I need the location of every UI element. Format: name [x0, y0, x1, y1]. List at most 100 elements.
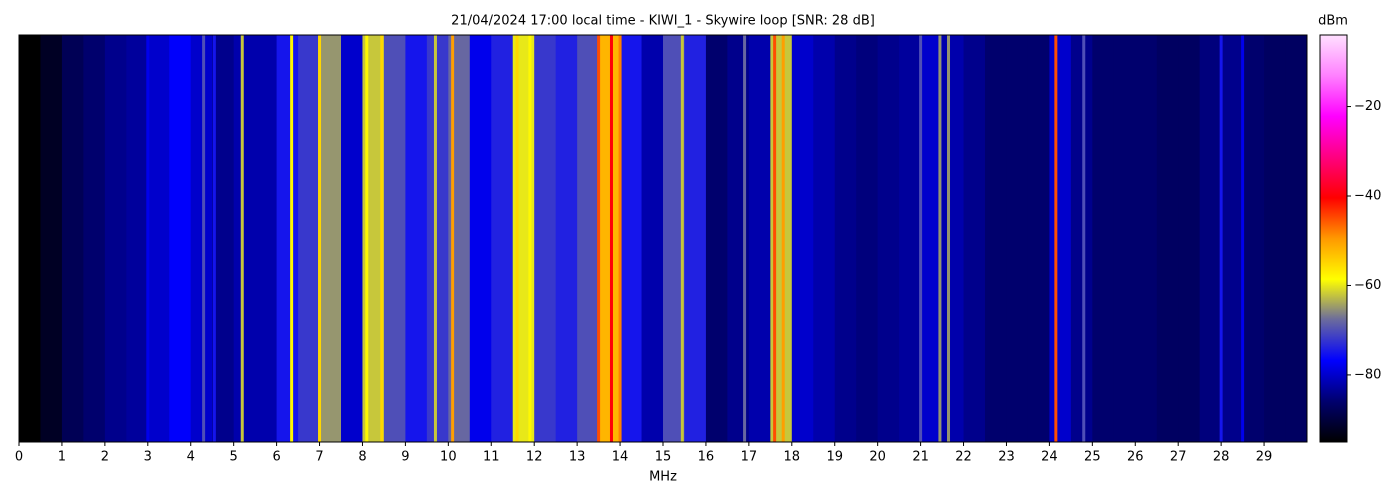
carrier-line	[1241, 35, 1245, 442]
colorbar-tick-label: −20	[1354, 99, 1381, 114]
heat-column	[19, 35, 41, 442]
heat-column	[233, 35, 256, 442]
carrier-line	[433, 35, 437, 442]
heat-column	[1049, 35, 1072, 442]
carrier-line	[680, 35, 684, 442]
x-tick-label: 21	[912, 450, 929, 465]
heat-column	[899, 35, 922, 442]
carrier-line	[240, 35, 244, 442]
carrier-line	[1054, 35, 1058, 442]
x-tick-label: 0	[15, 450, 23, 465]
heat-column	[555, 35, 578, 442]
x-tick-label: 17	[741, 450, 758, 465]
x-tick-label: 26	[1127, 450, 1144, 465]
carrier-line	[609, 35, 613, 442]
x-tick-label: 16	[698, 450, 715, 465]
heat-column	[963, 35, 986, 442]
heat-column	[641, 35, 664, 442]
heat-column	[748, 35, 771, 442]
x-tick-label: 22	[955, 450, 972, 465]
x-tick-label: 7	[315, 450, 323, 465]
x-tick-label: 1	[58, 450, 66, 465]
heat-column	[705, 35, 728, 442]
heat-column	[1092, 35, 1115, 442]
heat-column	[255, 35, 278, 442]
heat-column	[1156, 35, 1179, 442]
heat-column	[1135, 35, 1158, 442]
heat-column	[1027, 35, 1050, 442]
carrier-line	[146, 35, 150, 442]
heat-column	[319, 35, 342, 442]
carrier-line	[451, 35, 455, 442]
colorbar	[1319, 34, 1348, 443]
carrier-line	[773, 35, 777, 442]
x-tick-label: 25	[1084, 450, 1101, 465]
x-tick-label: 12	[526, 450, 543, 465]
heat-column	[426, 35, 449, 442]
heat-column	[190, 35, 213, 442]
carrier-line	[365, 35, 369, 442]
x-tick-label: 5	[230, 450, 238, 465]
carrier-line	[1219, 35, 1223, 442]
colorbar-tick-label: −80	[1354, 367, 1381, 382]
colorbar-tick-label: −60	[1354, 278, 1381, 293]
x-tick-label: 20	[869, 450, 886, 465]
heat-column	[383, 35, 406, 442]
carrier-line	[202, 35, 206, 442]
heat-column	[985, 35, 1007, 442]
heat-column	[620, 35, 643, 442]
x-tick-label: 3	[144, 450, 152, 465]
heat-column	[1006, 35, 1029, 442]
carrier-line	[212, 35, 216, 442]
carrier-line	[947, 35, 951, 442]
heat-column	[534, 35, 557, 442]
heat-column	[598, 35, 621, 442]
heat-column	[1221, 35, 1244, 442]
heat-column	[942, 35, 965, 442]
heat-column	[83, 35, 106, 442]
heat-column	[491, 35, 514, 442]
heat-column	[834, 35, 857, 442]
colorbar-label: dBm	[1318, 14, 1348, 29]
carrier-line	[1082, 35, 1086, 442]
x-tick-label: 27	[1170, 450, 1187, 465]
heat-column	[276, 35, 299, 442]
heat-column	[341, 35, 363, 442]
carrier-line	[318, 35, 322, 442]
carrier-line	[290, 35, 294, 442]
x-tick-label: 8	[358, 450, 366, 465]
heat-column	[1242, 35, 1265, 442]
x-tick-label: 6	[272, 450, 280, 465]
heat-column	[212, 35, 235, 442]
heat-column	[1178, 35, 1201, 442]
x-tick-label: 15	[655, 450, 672, 465]
heat-column	[920, 35, 943, 442]
heat-column	[169, 35, 192, 442]
carrier-line	[919, 35, 923, 442]
heat-column	[663, 35, 685, 442]
heat-column	[1285, 35, 1308, 442]
colorbar-tick-label: −40	[1354, 189, 1381, 204]
carrier-line	[515, 35, 519, 442]
x-tick-label: 13	[569, 450, 586, 465]
heat-column	[813, 35, 836, 442]
x-tick-label: 28	[1213, 450, 1230, 465]
carrier-line	[938, 35, 942, 442]
heat-column	[856, 35, 879, 442]
heat-column	[1070, 35, 1093, 442]
x-tick-label: 4	[187, 450, 195, 465]
heat-column	[1199, 35, 1222, 442]
heat-column	[405, 35, 428, 442]
x-tick-label: 23	[998, 450, 1015, 465]
heat-column	[61, 35, 84, 442]
heat-column	[147, 35, 170, 442]
heat-column	[126, 35, 149, 442]
x-tick-label: 24	[1041, 450, 1058, 465]
heat-column	[684, 35, 707, 442]
x-tick-label: 29	[1256, 450, 1273, 465]
x-axis-label: MHz	[649, 470, 677, 485]
x-tick-label: 10	[440, 450, 457, 465]
carrier-line	[743, 35, 747, 442]
carrier-line	[597, 35, 601, 442]
